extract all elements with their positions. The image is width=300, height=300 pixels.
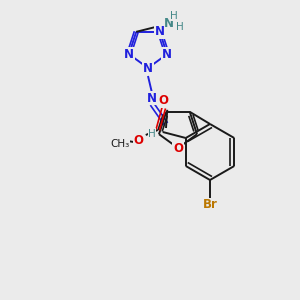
Text: N: N bbox=[164, 17, 174, 30]
Text: CH₃: CH₃ bbox=[110, 139, 129, 149]
Text: N: N bbox=[162, 48, 172, 61]
Text: N: N bbox=[143, 61, 153, 74]
Text: N: N bbox=[124, 48, 134, 61]
Text: N: N bbox=[155, 25, 165, 38]
Text: N: N bbox=[147, 92, 157, 104]
Text: H: H bbox=[176, 22, 184, 32]
Text: H: H bbox=[170, 11, 178, 21]
Text: O: O bbox=[134, 134, 144, 146]
Text: Br: Br bbox=[202, 199, 217, 212]
Text: O: O bbox=[159, 94, 169, 107]
Text: H: H bbox=[148, 129, 156, 139]
Text: O: O bbox=[173, 142, 183, 154]
